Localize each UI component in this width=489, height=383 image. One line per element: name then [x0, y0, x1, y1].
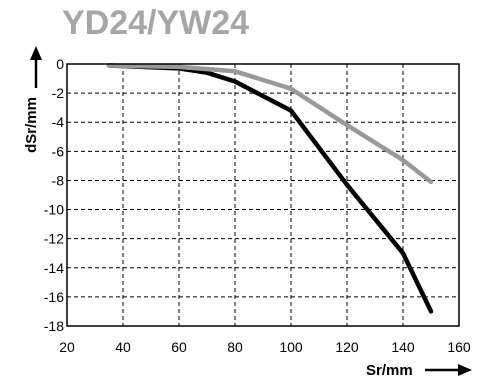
- plot-frame: [66, 63, 460, 327]
- y-tick-label: -10: [44, 202, 64, 218]
- y-axis-arrow: [30, 46, 42, 88]
- x-tick-label: 60: [171, 339, 187, 355]
- y-tick-label: -2: [52, 85, 65, 101]
- x-tick-label: 160: [447, 339, 471, 355]
- y-tick-label: -18: [44, 318, 64, 334]
- grid: [67, 64, 459, 326]
- series-layer: [106, 63, 434, 314]
- y-tick-label: -8: [52, 172, 65, 188]
- chart-title: YD24/YW24: [62, 4, 250, 42]
- y-axis-label: dSr/mm: [23, 97, 40, 153]
- y-tick-label: -6: [52, 143, 65, 159]
- x-tick-label: 100: [279, 339, 303, 355]
- x-tick-label: 140: [391, 339, 415, 355]
- x-tick-label: 120: [335, 339, 359, 355]
- x-axis-arrow: [425, 364, 472, 376]
- y-tick-label: -14: [44, 260, 64, 276]
- series-line-1: [106, 63, 434, 314]
- x-tick-label: 80: [227, 339, 243, 355]
- x-tick-label: 40: [115, 339, 131, 355]
- tick-labels: 20 40 60 80 100 120 140 160 0 -2 -4 -6 -8 -10 -12 -14 -1…: [44, 56, 471, 355]
- x-tick-label: 20: [59, 339, 75, 355]
- y-tick-label: -4: [52, 114, 65, 130]
- y-tick-label: -16: [44, 289, 64, 305]
- y-tick-label: -12: [44, 231, 64, 247]
- x-axis-label: Sr/mm: [366, 362, 413, 379]
- series-line-2: [106, 63, 434, 185]
- y-tick-label: 0: [56, 56, 64, 72]
